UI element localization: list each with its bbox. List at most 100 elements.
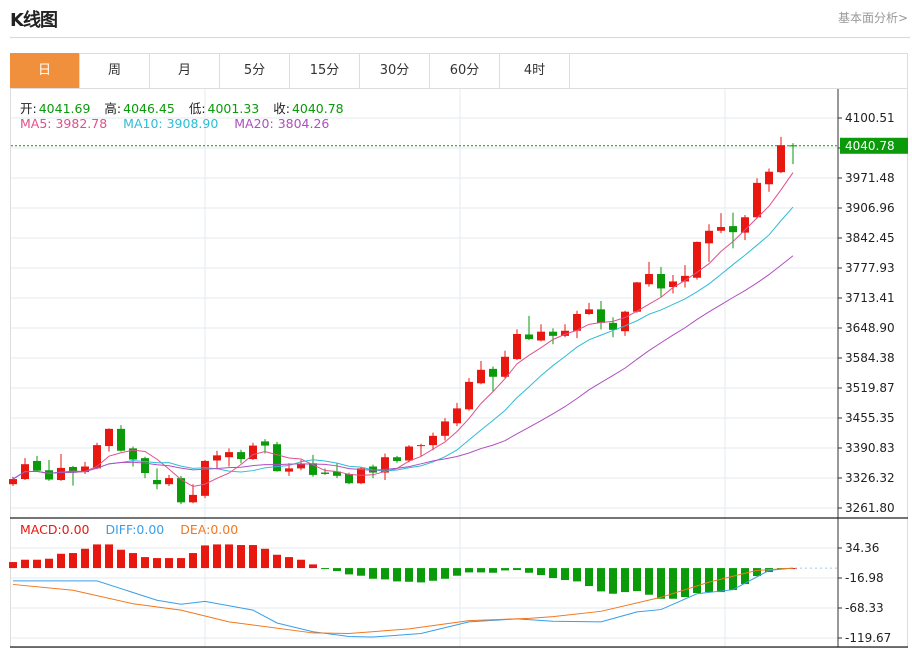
candle-down (117, 428, 125, 451)
candle-down (657, 274, 665, 289)
macd-bar-negative (729, 568, 737, 591)
price-axis-label: 4100.51 (845, 111, 895, 125)
tab-60min[interactable]: 60分 (430, 53, 500, 88)
header-divider (10, 37, 910, 38)
macd-bar-negative (369, 568, 377, 579)
candle-down (45, 470, 53, 480)
macd-bar-negative (345, 568, 353, 575)
low-label: 低: (188, 101, 206, 116)
candle-up (285, 468, 293, 472)
current-price-label: 4040.78 (845, 139, 895, 153)
macd-bar-negative (393, 568, 401, 582)
macd-bar-positive (201, 545, 209, 569)
macd-bar-negative (573, 568, 581, 582)
candle-up (777, 145, 785, 173)
dea-value: DEA:0.00 (180, 522, 239, 537)
macd-legend: MACD:0.00 DIFF:0.00 DEA:0.00 (20, 522, 240, 537)
macd-bar-positive (249, 545, 257, 569)
candle-up (681, 275, 689, 282)
diff-line (13, 567, 794, 638)
macd-bar-negative (405, 568, 413, 582)
current-price-badge (840, 137, 908, 154)
candle-up (201, 460, 209, 496)
macd-bar-negative (645, 568, 653, 595)
candle-down (141, 458, 149, 474)
macd-bar-positive (237, 545, 245, 569)
price-axis-label: 3326.32 (845, 471, 895, 485)
candle-up (513, 333, 521, 360)
tab-day[interactable]: 日 (10, 53, 80, 88)
macd-bar-positive (297, 559, 305, 569)
candle-up (645, 274, 653, 285)
macd-bar-negative (609, 568, 617, 594)
macd-bar-positive (9, 562, 17, 569)
diff-value: DIFF:0.00 (105, 522, 165, 537)
tab-15min[interactable]: 15分 (290, 53, 360, 88)
candle-up (465, 381, 473, 410)
candle-up (453, 408, 461, 424)
macd-bar-positive (129, 553, 137, 569)
tab-month[interactable]: 月 (150, 53, 220, 88)
macd-bar-positive (261, 548, 269, 569)
tab-week[interactable]: 周 (80, 53, 150, 88)
candle-up (357, 468, 365, 484)
macd-bar-negative (321, 568, 329, 570)
tab-4hour[interactable]: 4时 (500, 53, 570, 88)
macd-bar-negative (441, 568, 449, 579)
macd-bar-negative (525, 568, 533, 573)
macd-bar-negative (513, 568, 521, 571)
candle-down (69, 466, 77, 473)
macd-bar-negative (753, 568, 761, 577)
macd-bar-negative (417, 568, 425, 583)
macd-bar-positive (105, 544, 113, 569)
candle-down (489, 368, 497, 377)
price-axis-label: 3584.38 (845, 351, 895, 365)
ma20-line (12, 255, 794, 480)
ma-legend: MA5: 3982.78 MA10: 3908.90 MA20: 3804.26 (20, 116, 331, 131)
macd-bar-negative (681, 568, 689, 598)
candle-up (573, 314, 581, 331)
macd-bar-positive (177, 558, 185, 569)
macd-bar-negative (693, 568, 701, 594)
macd-bar-positive (33, 559, 41, 569)
candle-down (321, 472, 329, 474)
open-label: 开: (20, 101, 37, 116)
macd-bar-negative (585, 568, 593, 587)
close-label: 收: (273, 101, 290, 116)
candle-up (669, 281, 677, 288)
price-axis-label: 3519.87 (845, 381, 895, 395)
period-tabs: 日 周 月 5分 15分 30分 60分 4时 (10, 53, 908, 89)
macd-bar-positive (309, 564, 317, 569)
candle-down (789, 145, 797, 147)
tab-30min[interactable]: 30分 (360, 53, 430, 88)
price-axis-label: 3842.45 (845, 231, 895, 245)
macd-bar-negative (381, 568, 389, 580)
candle-down (609, 322, 617, 330)
candle-down (549, 331, 557, 336)
macd-bar-positive (57, 553, 65, 569)
candle-up (297, 464, 305, 469)
candle-up (249, 445, 257, 460)
macd-bar-negative (621, 568, 629, 593)
macd-bar-negative (597, 568, 605, 592)
candle-up (765, 171, 773, 185)
candle-up (441, 421, 449, 436)
candle-down (129, 448, 137, 460)
candle-up (501, 356, 509, 377)
candle-down (525, 334, 533, 340)
price-axis-label: 3648.90 (845, 321, 895, 335)
fundamental-analysis-link[interactable]: 基本面分析> (837, 11, 908, 25)
candle-up (537, 331, 545, 341)
candle-down (153, 480, 161, 485)
macd-bar-positive (285, 557, 293, 569)
macd-bar-positive (213, 544, 221, 569)
price-axis-label: 3777.93 (845, 261, 895, 275)
price-axis-label: 3261.80 (845, 501, 895, 515)
page-title: K线图 (10, 10, 58, 31)
price-axis-label: 3390.83 (845, 441, 895, 455)
candle-up (213, 455, 221, 461)
candle-up (93, 445, 101, 469)
tab-5min[interactable]: 5分 (220, 53, 290, 88)
candle-up (405, 446, 413, 461)
candle-up (561, 330, 569, 336)
